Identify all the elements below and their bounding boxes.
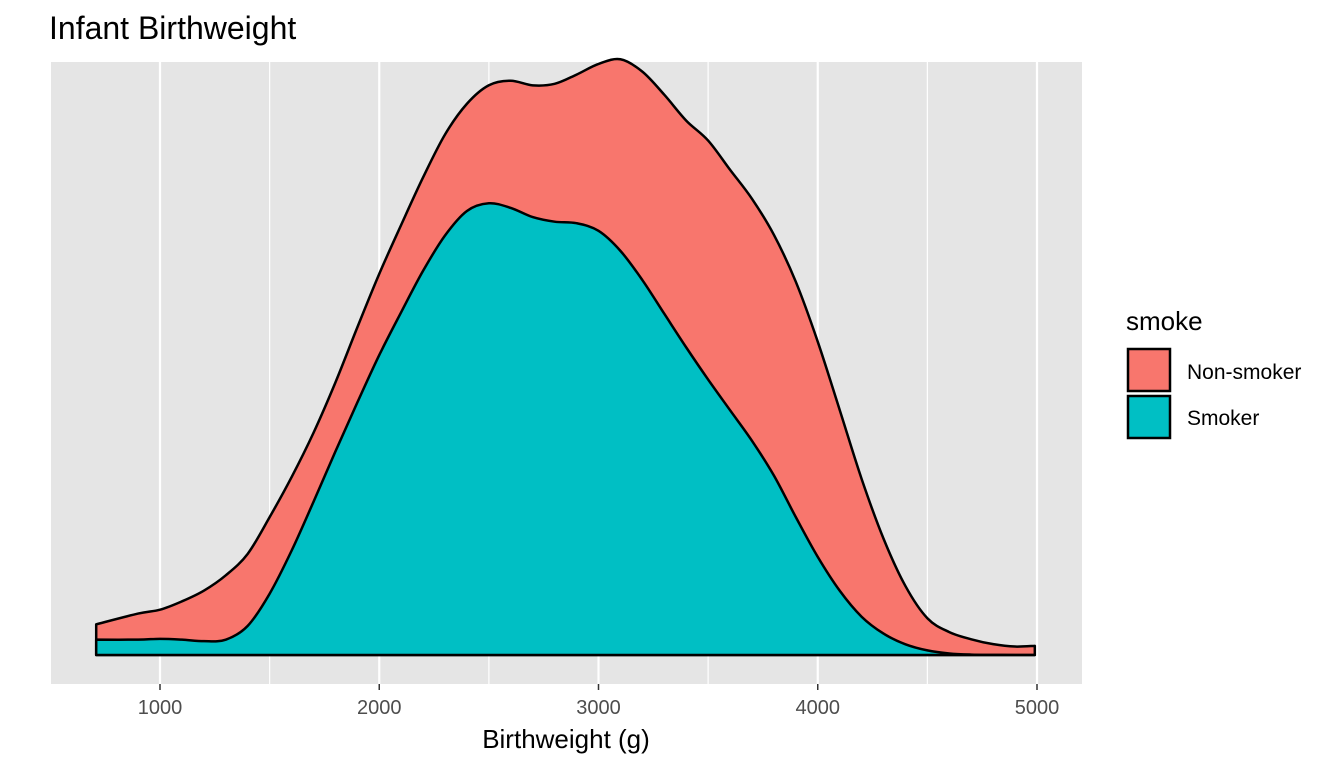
legend-key-non-smoker [1126,347,1172,393]
density-areas [94,57,1037,657]
legend-label-smoker: Smoker [1187,407,1259,430]
chart-title: Infant Birthweight [49,10,296,46]
legend: smoke Non-smoker Smoker [1126,306,1301,440]
x-axis-title: Birthweight (g) [482,724,650,754]
series-area-smoker [94,201,1037,657]
legend-item-smoker: Smoker [1126,394,1259,440]
x-tick-label: 3000 [576,697,621,719]
x-tick-label: 1000 [138,697,183,719]
legend-title: smoke [1126,306,1203,336]
x-tick-label: 2000 [357,697,402,719]
x-tick-label: 4000 [796,697,841,719]
x-tick-label: 5000 [1015,697,1060,719]
x-axis: 1000 2000 3000 4000 5000 [138,684,1060,719]
legend-label-non-smoker: Non-smoker [1187,361,1301,384]
legend-item-non-smoker: Non-smoker [1126,347,1301,393]
legend-key-smoker [1126,394,1172,440]
